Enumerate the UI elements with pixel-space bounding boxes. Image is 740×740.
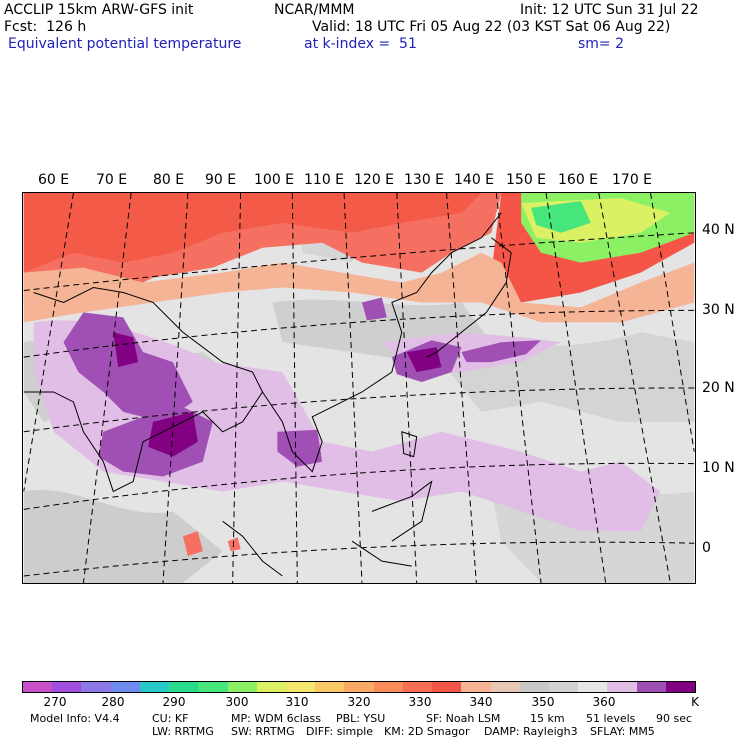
lon-label: 140 E <box>454 172 495 188</box>
lon-label: 100 E <box>254 172 295 188</box>
lon-label: 160 E <box>558 172 599 188</box>
footer-resolution: 15 km <box>530 712 565 725</box>
colorbar-tick: 340 <box>469 695 493 709</box>
footer-model-info: Model Info: V4.4 <box>30 712 120 725</box>
colorbar-tick: 290 <box>162 695 186 709</box>
footer-mp: MP: WDM 6class <box>231 712 321 725</box>
colorbar-unit: K <box>691 695 699 709</box>
colorbar-swatch <box>519 682 549 692</box>
lon-label: 120 E <box>354 172 395 188</box>
footer-sw: SW: RRTMG <box>231 725 295 738</box>
footer-levels: 51 levels <box>586 712 636 725</box>
colorbar-swatch <box>139 682 170 692</box>
colorbar-swatch <box>461 682 491 692</box>
lon-label: 90 E <box>205 172 237 188</box>
colorbar-tick: 320 <box>347 695 371 709</box>
colorbar-swatch <box>373 682 403 692</box>
lon-label: 170 E <box>612 172 653 188</box>
init-time: Init: 12 UTC Sun 31 Jul 22 <box>520 2 699 18</box>
colorbar-swatch <box>227 682 257 692</box>
lat-label: 40 N <box>702 222 735 238</box>
colorbar-swatch <box>432 682 462 692</box>
colorbar-swatch <box>402 682 433 692</box>
lon-label: 70 E <box>96 172 128 188</box>
colorbar-tick: 300 <box>225 695 249 709</box>
model-title: ACCLIP 15km ARW-GFS init <box>4 2 194 18</box>
theta-e-map <box>22 192 696 584</box>
footer-cu: CU: KF <box>152 712 189 725</box>
lat-label: 10 N <box>702 460 735 476</box>
colorbar-swatch <box>548 682 579 692</box>
colorbar-tick: 350 <box>531 695 555 709</box>
lat-label: 30 N <box>702 302 735 318</box>
colorbar-tick: 330 <box>408 695 432 709</box>
colorbar-swatch <box>665 682 696 692</box>
colorbar-swatch <box>490 682 520 692</box>
colorbar-swatch <box>285 682 316 692</box>
valid-time: Valid: 18 UTC Fri 05 Aug 22 (03 KST Sat … <box>312 19 671 35</box>
colorbar <box>22 681 696 693</box>
footer-timestep: 90 sec <box>656 712 693 725</box>
lat-label: 0 <box>702 540 711 556</box>
colorbar-swatch <box>110 682 140 692</box>
forecast-hour: Fcst: 126 h <box>4 19 87 35</box>
colorbar-tick: 270 <box>43 695 67 709</box>
colorbar-swatch <box>81 682 111 692</box>
colorbar-swatch <box>315 682 345 692</box>
colorbar-swatch <box>636 682 666 692</box>
colorbar-swatch <box>23 682 53 692</box>
footer-sf: SF: Noah LSM <box>426 712 501 725</box>
level-label: at k-index = 51 <box>304 36 417 52</box>
colorbar-swatch <box>256 682 286 692</box>
lon-label: 60 E <box>38 172 70 188</box>
footer-damp: DAMP: Rayleigh3 <box>484 725 578 738</box>
lon-label: 150 E <box>506 172 547 188</box>
lon-label: 80 E <box>153 172 185 188</box>
colorbar-swatch <box>52 682 82 692</box>
colorbar-swatch <box>607 682 637 692</box>
colorbar-swatch <box>578 682 608 692</box>
smoothing-label: sm= 2 <box>578 36 625 52</box>
colorbar-tick: 360 <box>592 695 616 709</box>
footer-sflay: SFLAY: MM5 <box>590 725 655 738</box>
lat-label: 20 N <box>702 380 735 396</box>
footer-pbl: PBL: YSU <box>336 712 386 725</box>
warm-band-north <box>23 193 695 323</box>
colorbar-swatch <box>169 682 199 692</box>
lon-label: 110 E <box>304 172 345 188</box>
lon-label: 130 E <box>404 172 445 188</box>
footer-lw: LW: RRTMG <box>152 725 214 738</box>
colorbar-swatch <box>198 682 228 692</box>
colorbar-tick: 310 <box>285 695 309 709</box>
institution-label: NCAR/MMM <box>274 2 355 18</box>
footer-km: KM: 2D Smagor <box>384 725 470 738</box>
footer-diff: DIFF: simple <box>306 725 374 738</box>
colorbar-swatch <box>344 682 374 692</box>
colorbar-tick: 280 <box>101 695 125 709</box>
graticule <box>23 193 695 583</box>
field-name: Equivalent potential temperature <box>8 36 242 52</box>
